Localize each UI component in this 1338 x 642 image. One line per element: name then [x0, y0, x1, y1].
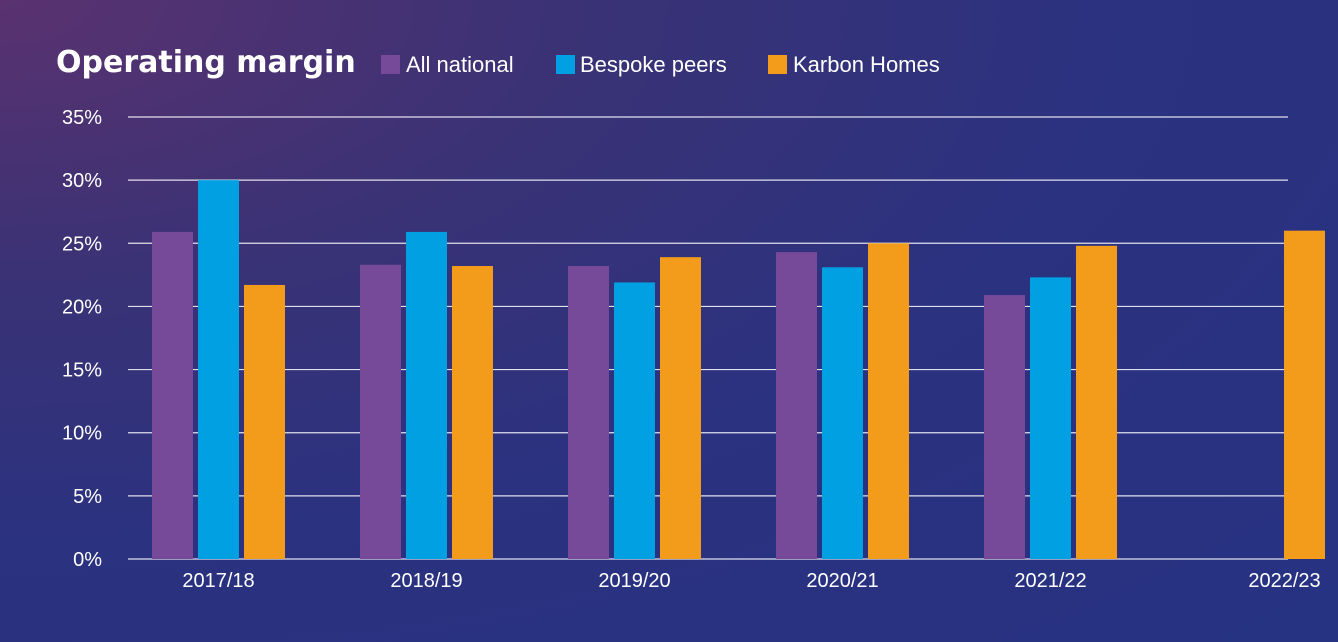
- x-tick-label: 2020/21: [806, 570, 878, 592]
- y-tick-label: 25%: [62, 233, 102, 255]
- x-tick-label: 2017/18: [182, 570, 254, 592]
- bar-all-national-2019-20: [568, 266, 609, 559]
- legend-item-karbon-homes: Karbon Homes: [768, 52, 940, 77]
- bar-karbon-homes-2020-21: [868, 243, 909, 560]
- bar-all-national-2021-22: [984, 295, 1025, 559]
- y-tick-label: 10%: [62, 423, 102, 445]
- x-axis-ticks: 2017/18 2018/19 2019/20 2020/21 2021/22 2022/…: [182, 570, 1320, 592]
- bar-karbon-homes-2022-23: [1284, 230, 1325, 559]
- gridlines: [128, 116, 1288, 560]
- y-tick-label: 20%: [62, 296, 102, 318]
- legend-item-bespoke-peers: Bespoke peers: [556, 52, 727, 77]
- bars: [152, 180, 1325, 560]
- y-tick-label: 35%: [62, 107, 102, 129]
- bar-all-national-2018-19: [360, 264, 401, 559]
- bar-karbon-homes-2019-20: [660, 257, 701, 559]
- x-tick-label: 2022/23: [1248, 570, 1320, 592]
- bar-bespoke-peers-2020-21: [822, 267, 863, 559]
- y-tick-label: 0%: [73, 549, 102, 571]
- bar-karbon-homes-2018-19: [452, 266, 493, 559]
- legend-label-bespoke-peers: Bespoke peers: [580, 52, 727, 77]
- bar-all-national-2017-18: [152, 231, 193, 560]
- y-tick-label: 30%: [62, 170, 102, 192]
- bar-bespoke-peers-2018-19: [406, 231, 447, 560]
- x-tick-label: 2019/20: [598, 570, 670, 592]
- bar-karbon-homes-2017-18: [244, 284, 285, 559]
- legend-label-all-national: All national: [406, 52, 514, 77]
- x-tick-label: 2021/22: [1014, 570, 1086, 592]
- bar-karbon-homes-2021-22: [1076, 245, 1117, 559]
- y-tick-label: 5%: [73, 486, 102, 508]
- legend-item-all-national: All national: [381, 52, 514, 77]
- legend-swatch-karbon-homes: [768, 55, 787, 74]
- bar-bespoke-peers-2019-20: [614, 282, 655, 559]
- y-tick-label: 15%: [62, 360, 102, 382]
- legend-label-karbon-homes: Karbon Homes: [793, 52, 940, 77]
- bar-all-national-2020-21: [776, 252, 817, 559]
- chart-title: Operating margin: [56, 45, 356, 80]
- x-tick-label: 2018/19: [390, 570, 462, 592]
- legend: All national Bespoke peers Karbon Homes: [381, 52, 940, 77]
- bar-bespoke-peers-2021-22: [1030, 277, 1071, 559]
- y-axis-ticks: 0% 5% 10% 15% 20% 25% 30% 35%: [62, 107, 102, 571]
- legend-swatch-bespoke-peers: [556, 55, 575, 74]
- bar-bespoke-peers-2017-18: [198, 180, 239, 559]
- legend-swatch-all-national: [381, 55, 400, 74]
